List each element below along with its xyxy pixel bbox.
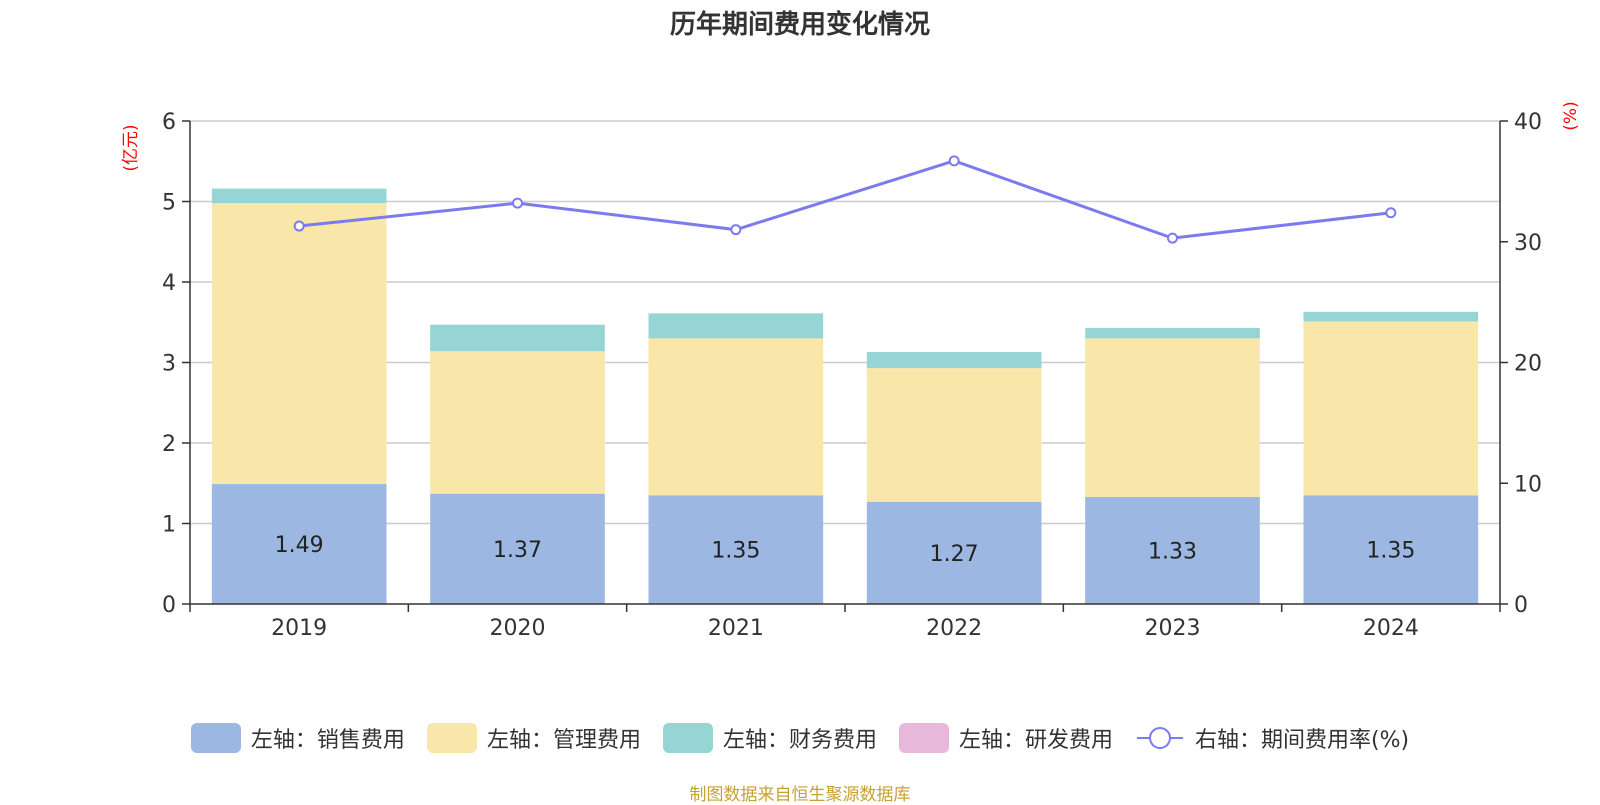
bar-segment (1085, 338, 1260, 497)
bar-segment (648, 313, 824, 339)
bar-segment (430, 493, 605, 604)
legend-label: 左轴：研发费用 (958, 728, 1113, 753)
legend-item[interactable]: 左轴：财务费用 (662, 722, 877, 754)
bar-segment (866, 501, 1042, 604)
chart-title: 历年期间费用变化情况 (669, 10, 930, 40)
bar-segment (866, 368, 1042, 502)
legend-swatch (898, 723, 949, 753)
bar-segment (648, 495, 824, 604)
bar-segment (211, 484, 387, 604)
bar-data-label: 1.37 (493, 538, 542, 563)
right-axis-tick-label: 10 (1514, 472, 1542, 497)
left-axis-tick-label: 1 (162, 513, 176, 538)
bar-segment (211, 203, 387, 485)
rate-line (299, 159, 1392, 240)
left-axis-tick-label: 5 (162, 191, 176, 216)
left-axis-tick-label: 0 (162, 593, 176, 618)
x-axis-tick-label: 2019 (271, 616, 327, 641)
right-axis-tick-label: 30 (1514, 231, 1542, 256)
x-axis-tick-label: 2020 (490, 616, 546, 641)
legend-item[interactable]: 左轴：管理费用 (426, 722, 641, 754)
bar-data-label: 1.49 (275, 533, 324, 558)
rate-point (948, 155, 960, 167)
bar-segment (430, 351, 605, 494)
axes: 0 1 2 3 4 5 6 0 10 20 30 40 (亿元) (%) 2019 2020 2021 2022 2… (121, 101, 1581, 641)
legend-swatch (190, 723, 241, 753)
legend-swatch (426, 723, 477, 753)
left-axis-tick-label: 2 (162, 432, 176, 457)
bar-data-label: 1.35 (711, 539, 760, 564)
right-axis-tick-label: 20 (1514, 352, 1542, 377)
bar-segment (1303, 321, 1479, 496)
right-axis-tick-label: 40 (1514, 110, 1542, 135)
data-labels: 1.49 1.37 1.35 1.27 1.33 1.35 (275, 533, 1416, 567)
left-axis-tick-label: 6 (162, 110, 176, 135)
bar-segment (866, 352, 1042, 369)
bar-data-label: 1.27 (930, 542, 979, 567)
legend-label: 左轴：财务费用 (722, 728, 877, 753)
legend-line-swatch (1136, 727, 1183, 749)
bar-series (211, 188, 1479, 604)
rate-point (512, 197, 523, 209)
bar-data-label: 1.35 (1366, 539, 1415, 564)
bar-segment (211, 188, 387, 204)
x-axis-tick-label: 2024 (1363, 616, 1419, 641)
bar-segment (430, 324, 605, 352)
bar-segment (648, 338, 824, 496)
left-axis-unit: (亿元) (121, 124, 141, 171)
right-axis-unit: (%) (1561, 101, 1581, 130)
legend-item[interactable]: 右轴：期间费用率(%) (1135, 722, 1409, 754)
legend-label: 左轴：销售费用 (250, 728, 405, 753)
legend-label: 右轴：期间费用率(%) (1194, 728, 1410, 753)
legend-swatch (662, 723, 713, 753)
rate-point (293, 220, 305, 232)
left-axis-tick-label: 3 (162, 352, 176, 377)
rate-point (1385, 207, 1397, 219)
left-axis-tick-label: 4 (162, 271, 176, 296)
bar-segment (1085, 496, 1260, 604)
rate-line-series (293, 155, 1397, 244)
legend-item[interactable]: 左轴：销售费用 (190, 722, 405, 754)
source-note: 制图数据来自恒生聚源数据库 (689, 785, 911, 805)
gridlines (190, 120, 1500, 525)
bar-segment (1303, 495, 1479, 604)
rate-point (1167, 232, 1178, 244)
bar-segment (1085, 327, 1260, 339)
legend: 左轴：销售费用 左轴：管理费用 左轴：财务费用 左轴：研发费用 右轴：期间费用率(%) (0, 722, 1600, 754)
bar-segment (1303, 311, 1479, 322)
legend-item[interactable]: 左轴：研发费用 (898, 722, 1113, 754)
x-axis-tick-label: 2021 (708, 616, 764, 641)
x-axis-tick-label: 2022 (926, 616, 982, 641)
legend-label: 左轴：管理费用 (486, 728, 641, 753)
right-axis-tick-label: 0 (1514, 593, 1528, 618)
bar-data-label: 1.33 (1148, 539, 1197, 564)
x-axis-tick-label: 2023 (1145, 616, 1201, 641)
rate-point (730, 224, 742, 236)
